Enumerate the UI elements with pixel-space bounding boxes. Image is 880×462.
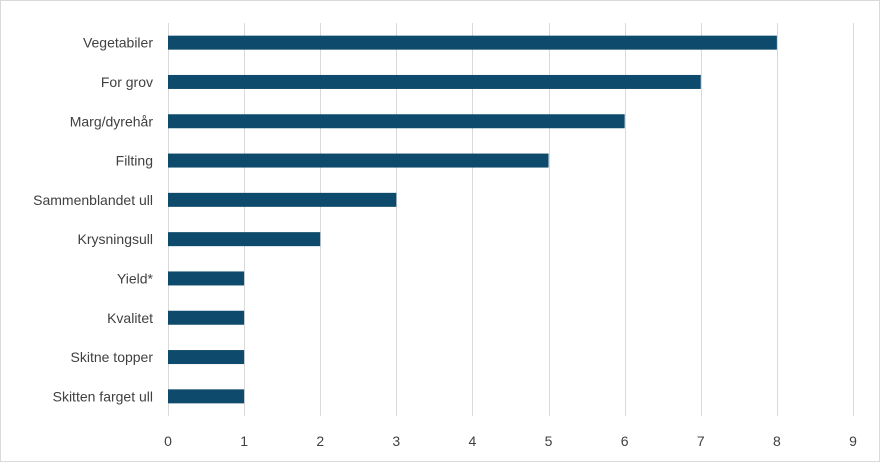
bar: [168, 271, 245, 286]
category-label: Skitne topper: [71, 349, 154, 365]
category-label: Krysningsull: [78, 231, 153, 247]
x-tick-label: 1: [240, 433, 248, 449]
bar: [168, 114, 625, 129]
category-label: Yield*: [117, 270, 154, 286]
x-tick-label: 9: [849, 433, 857, 449]
bar: [168, 310, 245, 325]
x-tick-label: 3: [392, 433, 400, 449]
bar: [168, 192, 397, 207]
bar: [168, 350, 245, 365]
bar: [168, 389, 245, 404]
x-tick-label: 2: [316, 433, 324, 449]
category-label: Skitten farget ull: [53, 388, 153, 404]
category-label: Marg/dyrehår: [70, 113, 154, 129]
bar: [168, 153, 549, 168]
x-tick-label: 5: [545, 433, 553, 449]
x-tick-label: 4: [469, 433, 477, 449]
category-label: For grov: [101, 74, 153, 90]
x-axis-ticks: 0 1 2 3 4 5 6 7 8 9: [164, 433, 857, 449]
bar: [168, 74, 701, 89]
bar: [168, 35, 777, 50]
x-tick-label: 7: [697, 433, 705, 449]
category-label: Vegetabiler: [83, 35, 153, 51]
x-tick-label: 8: [773, 433, 781, 449]
bars: [168, 35, 777, 404]
x-tick-label: 6: [621, 433, 629, 449]
category-labels: Vegetabiler For grov Marg/dyrehår Filting Sa…: [33, 35, 153, 405]
category-label: Kvalitet: [107, 310, 153, 326]
bar: [168, 232, 321, 247]
category-label: Sammenblandet ull: [33, 192, 153, 208]
x-tick-label: 0: [164, 433, 172, 449]
category-label: Filting: [116, 153, 153, 169]
